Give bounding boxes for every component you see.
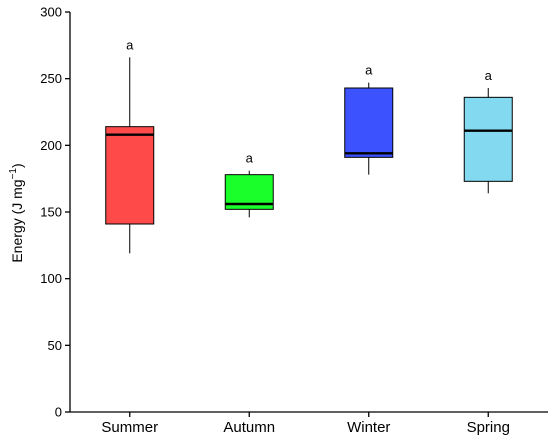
- iqr-box: [344, 87, 394, 158]
- y-tick-label: 200: [40, 138, 62, 153]
- x-tick-label-summer: Summer: [101, 419, 158, 436]
- y-tick-label: 100: [40, 271, 62, 286]
- box-winter: a: [344, 63, 394, 175]
- iqr-box: [463, 96, 513, 182]
- significance-label: a: [126, 37, 134, 52]
- y-tick-label: 300: [40, 5, 62, 20]
- x-tick-label-winter: Winter: [347, 419, 390, 436]
- significance-label: a: [246, 151, 254, 166]
- box-summer: a: [105, 37, 155, 254]
- y-tick-label: 50: [48, 338, 62, 353]
- x-axis-ticks: Summer Autumn Winter Spring: [101, 412, 510, 436]
- y-axis-title: Energy (J mg−1): [8, 163, 25, 262]
- significance-label: a: [485, 68, 493, 83]
- x-tick-label-spring: Spring: [467, 419, 510, 436]
- box-spring: a: [463, 68, 513, 194]
- plot-area: a a a a: [105, 37, 513, 254]
- iqr-box: [105, 126, 155, 225]
- y-tick-label: 150: [40, 205, 62, 220]
- x-tick-label-autumn: Autumn: [223, 419, 275, 436]
- y-tick-label: 0: [55, 405, 62, 420]
- y-tick-label: 250: [40, 71, 62, 86]
- significance-label: a: [365, 63, 373, 78]
- box-autumn: a: [224, 151, 274, 218]
- y-axis-ticks: 0 50 100 150 200 250 300: [40, 5, 70, 420]
